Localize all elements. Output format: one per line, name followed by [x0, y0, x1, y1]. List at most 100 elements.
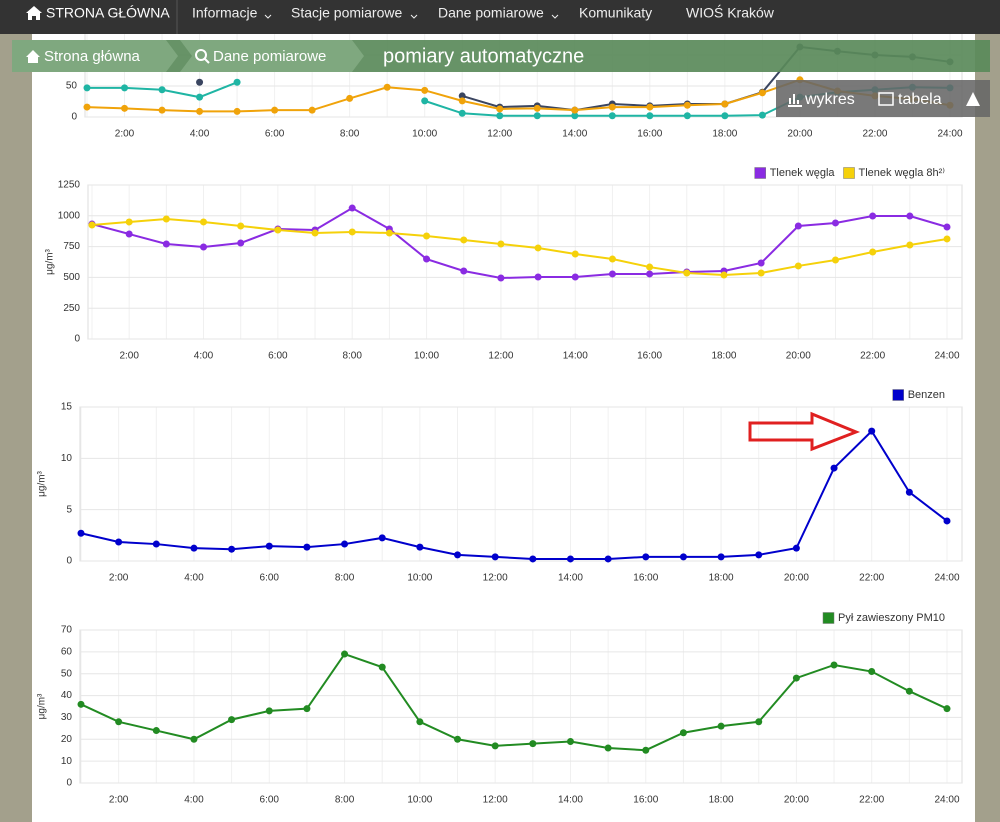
data-point	[943, 517, 951, 525]
data-point	[566, 737, 574, 745]
data-point	[378, 663, 386, 671]
y-axis-label: μg/m³	[45, 248, 56, 274]
x-tick-label: 24:00	[937, 129, 962, 140]
nav-home[interactable]: STRONA GŁÓWNA	[46, 5, 170, 21]
data-point	[497, 240, 505, 248]
data-point	[717, 553, 725, 561]
data-point	[721, 112, 729, 120]
x-tick-label: 14:00	[563, 351, 588, 362]
x-tick-label: 8:00	[335, 573, 355, 584]
nav-item[interactable]: Stacje pomiarowe	[291, 5, 402, 21]
data-point	[529, 555, 537, 563]
x-tick-label: 22:00	[859, 573, 884, 584]
data-point	[125, 230, 133, 238]
data-point	[683, 112, 691, 120]
x-tick-label: 4:00	[190, 129, 210, 140]
y-tick-label: 30	[61, 712, 73, 723]
data-point	[125, 218, 133, 226]
x-tick-label: 10:00	[407, 795, 432, 806]
data-point	[533, 104, 541, 112]
data-point	[679, 553, 687, 561]
data-point	[869, 212, 877, 220]
data-point	[460, 236, 468, 244]
scroll-top[interactable]	[966, 92, 980, 106]
data-point	[608, 103, 616, 111]
x-tick-label: 2:00	[115, 129, 135, 140]
top-nav	[0, 0, 1000, 34]
data-point	[341, 650, 349, 658]
data-point	[905, 488, 913, 496]
data-point	[868, 427, 876, 435]
x-tick-label: 24:00	[934, 573, 959, 584]
data-point	[274, 226, 282, 234]
view-button[interactable]: tabela	[898, 91, 942, 108]
data-point	[121, 84, 129, 92]
y-tick-label: 10	[61, 756, 73, 767]
data-point	[943, 223, 951, 231]
data-point	[228, 545, 236, 553]
x-tick-label: 10:00	[407, 573, 432, 584]
data-point	[794, 262, 802, 270]
nav-item[interactable]: Informacje	[192, 5, 258, 21]
x-tick-label: 10:00	[414, 351, 439, 362]
x-tick-label: 20:00	[787, 129, 812, 140]
view-toolbar	[776, 80, 990, 117]
search-icon	[204, 58, 210, 64]
data-point	[497, 274, 505, 282]
crumb-link[interactable]: Strona główna	[44, 48, 141, 65]
data-point	[162, 240, 170, 248]
crumb-link[interactable]: Dane pomiarowe	[213, 48, 326, 65]
content-area	[32, 0, 975, 822]
x-tick-label: 4:00	[194, 351, 214, 362]
nav-item[interactable]: WIOŚ Kraków	[686, 4, 775, 21]
data-point	[496, 105, 504, 113]
data-point	[196, 93, 204, 101]
legend-label: Pył zawieszony PM10	[838, 612, 945, 624]
y-tick-label: 5	[66, 504, 72, 515]
x-tick-label: 22:00	[859, 795, 884, 806]
x-tick-label: 6:00	[265, 129, 285, 140]
data-point	[265, 542, 273, 550]
data-point	[378, 534, 386, 542]
x-tick-label: 14:00	[558, 795, 583, 806]
x-tick-label: 22:00	[862, 129, 887, 140]
home-icon	[26, 50, 40, 63]
data-point	[792, 544, 800, 552]
data-point	[571, 112, 579, 120]
x-tick-label: 14:00	[562, 129, 587, 140]
annotation-arrow	[748, 411, 861, 452]
data-point	[717, 722, 725, 730]
data-point	[566, 555, 574, 563]
data-point	[83, 84, 91, 92]
view-button[interactable]: wykres	[804, 91, 855, 108]
series-line	[80, 429, 948, 560]
chart-icon	[788, 94, 802, 107]
y-tick-label: 10	[61, 453, 73, 464]
data-point	[642, 553, 650, 561]
data-point	[646, 263, 654, 271]
legend-label: Tlenek węgla 8h²⁾	[859, 167, 946, 179]
data-point	[237, 239, 245, 247]
data-point	[608, 112, 616, 120]
x-tick-label: 22:00	[860, 351, 885, 362]
x-tick-label: 16:00	[637, 351, 662, 362]
data-point	[423, 232, 431, 240]
data-point	[303, 543, 311, 551]
x-tick-label: 16:00	[633, 795, 658, 806]
x-tick-label: 16:00	[633, 573, 658, 584]
crumb	[180, 40, 364, 72]
data-point	[755, 718, 763, 726]
data-point	[460, 267, 468, 275]
y-tick-label: 60	[61, 646, 73, 657]
x-tick-label: 12:00	[483, 573, 508, 584]
y-tick-label: 50	[66, 81, 78, 92]
nav-item[interactable]: Komunikaty	[579, 5, 652, 21]
data-point	[152, 727, 160, 735]
data-point	[311, 229, 319, 237]
data-point	[608, 270, 616, 278]
data-point	[115, 538, 123, 546]
x-tick-label: 8:00	[335, 795, 355, 806]
data-point	[421, 86, 429, 94]
nav-item[interactable]: Dane pomiarowe	[438, 5, 544, 21]
